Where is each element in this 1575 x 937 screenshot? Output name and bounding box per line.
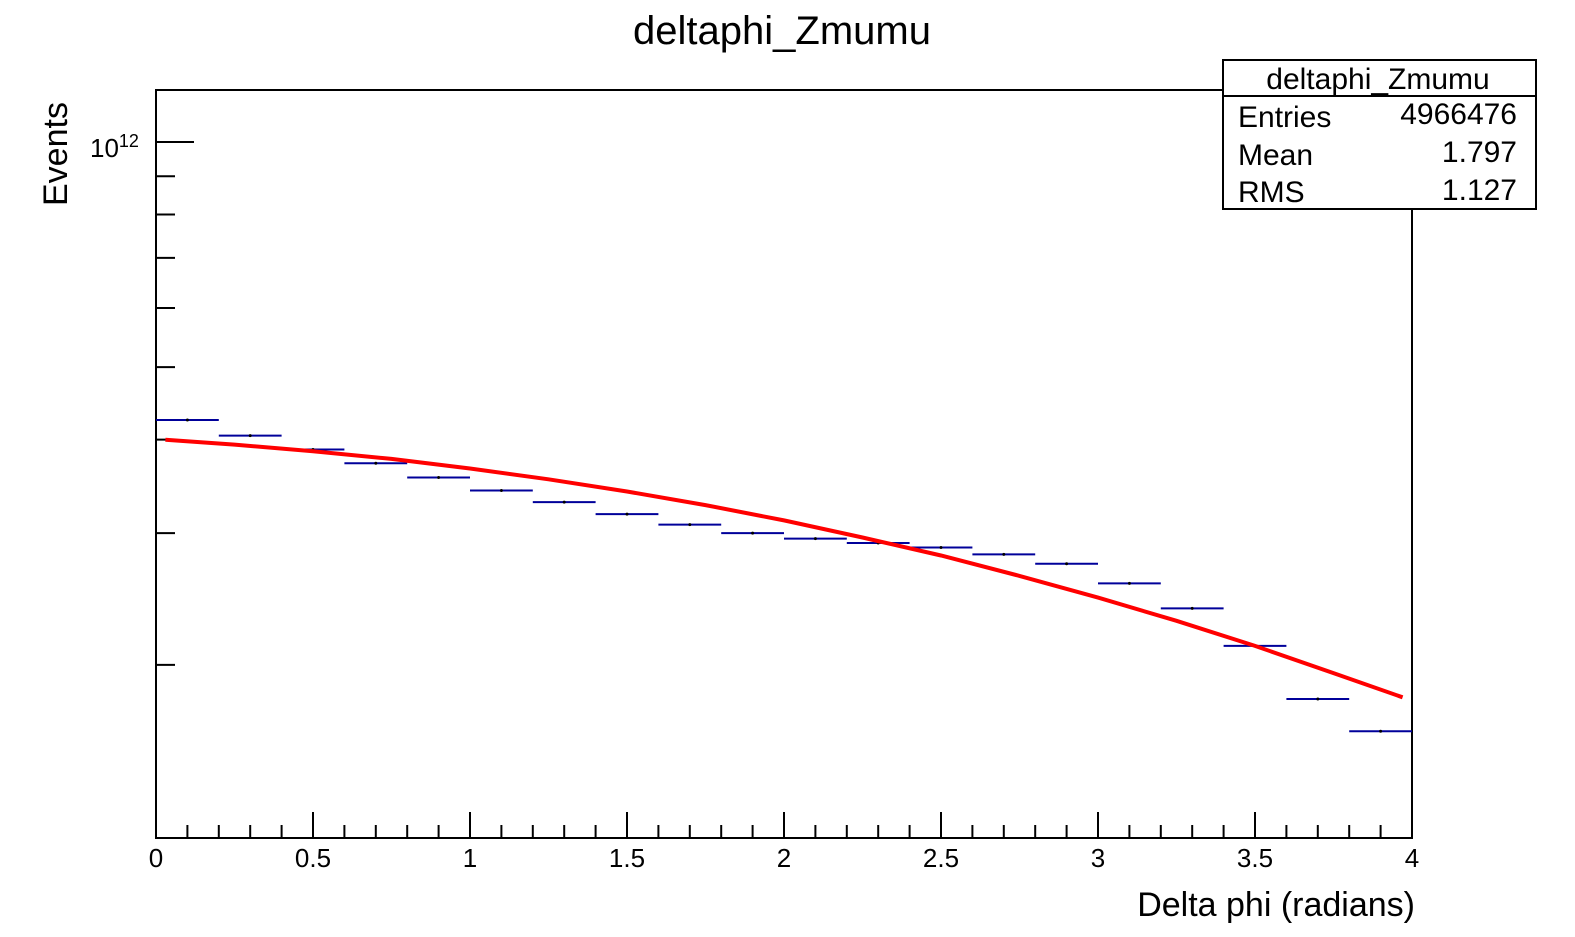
x-tick-label: 2.5 xyxy=(923,843,959,873)
histogram-bin-marker xyxy=(1127,581,1131,585)
histogram-bin-marker xyxy=(562,500,566,504)
stats-box: deltaphi_Zmumu Entries 4966476 Mean 1.79… xyxy=(1222,59,1537,210)
x-axis: 0 0.5 1 1.5 2 2.5 3 3.5 4 xyxy=(149,812,1419,873)
stats-label-entries: Entries xyxy=(1238,101,1331,134)
stats-value-rms: 1.127 xyxy=(1442,174,1517,207)
histogram-bin-marker xyxy=(499,489,503,493)
histogram-bin-marker xyxy=(1379,729,1383,733)
histogram-bin-marker xyxy=(437,476,441,480)
histogram-bin-marker xyxy=(185,418,189,422)
stats-box-frame xyxy=(1222,59,1537,210)
histogram-bin-marker xyxy=(939,546,943,550)
x-tick-label: 0.5 xyxy=(295,843,331,873)
histogram-bin-marker xyxy=(1316,697,1320,701)
chart-title: deltaphi_Zmumu xyxy=(633,9,931,53)
x-tick-label: 3.5 xyxy=(1237,843,1273,873)
histogram-bin-marker xyxy=(1002,552,1006,556)
x-tick-label: 1 xyxy=(463,843,477,873)
histogram-bin-marker xyxy=(751,531,755,535)
fit-curve xyxy=(165,437,1404,700)
stats-value-entries: 4966476 xyxy=(1400,98,1517,131)
y-tick-label-decade: 1012 xyxy=(90,131,139,163)
histogram-bin-marker xyxy=(1190,606,1194,610)
histogram-bin-marker xyxy=(248,434,252,438)
x-tick-label: 1.5 xyxy=(609,843,645,873)
x-tick-label: 2 xyxy=(777,843,791,873)
histogram-bin-marker xyxy=(374,461,378,465)
stats-label-mean: Mean xyxy=(1238,139,1313,172)
histogram-bin-marker xyxy=(625,512,629,516)
y-axis-title: Events xyxy=(37,102,75,206)
x-tick-label: 3 xyxy=(1091,843,1105,873)
stats-value-mean: 1.797 xyxy=(1442,136,1517,169)
x-tick-label: 0 xyxy=(149,843,163,873)
stats-box-title: deltaphi_Zmumu xyxy=(1266,63,1489,96)
stats-label-rms: RMS xyxy=(1238,176,1305,209)
histogram-bin-marker xyxy=(813,537,817,541)
histogram-series xyxy=(156,418,1412,733)
x-tick-label: 4 xyxy=(1405,843,1419,873)
histogram-bin-marker xyxy=(1065,562,1069,566)
fit-series xyxy=(165,437,1404,700)
histogram-bin-marker xyxy=(688,523,692,527)
y-axis xyxy=(156,141,194,666)
x-axis-title: Delta phi (radians) xyxy=(1137,886,1415,924)
